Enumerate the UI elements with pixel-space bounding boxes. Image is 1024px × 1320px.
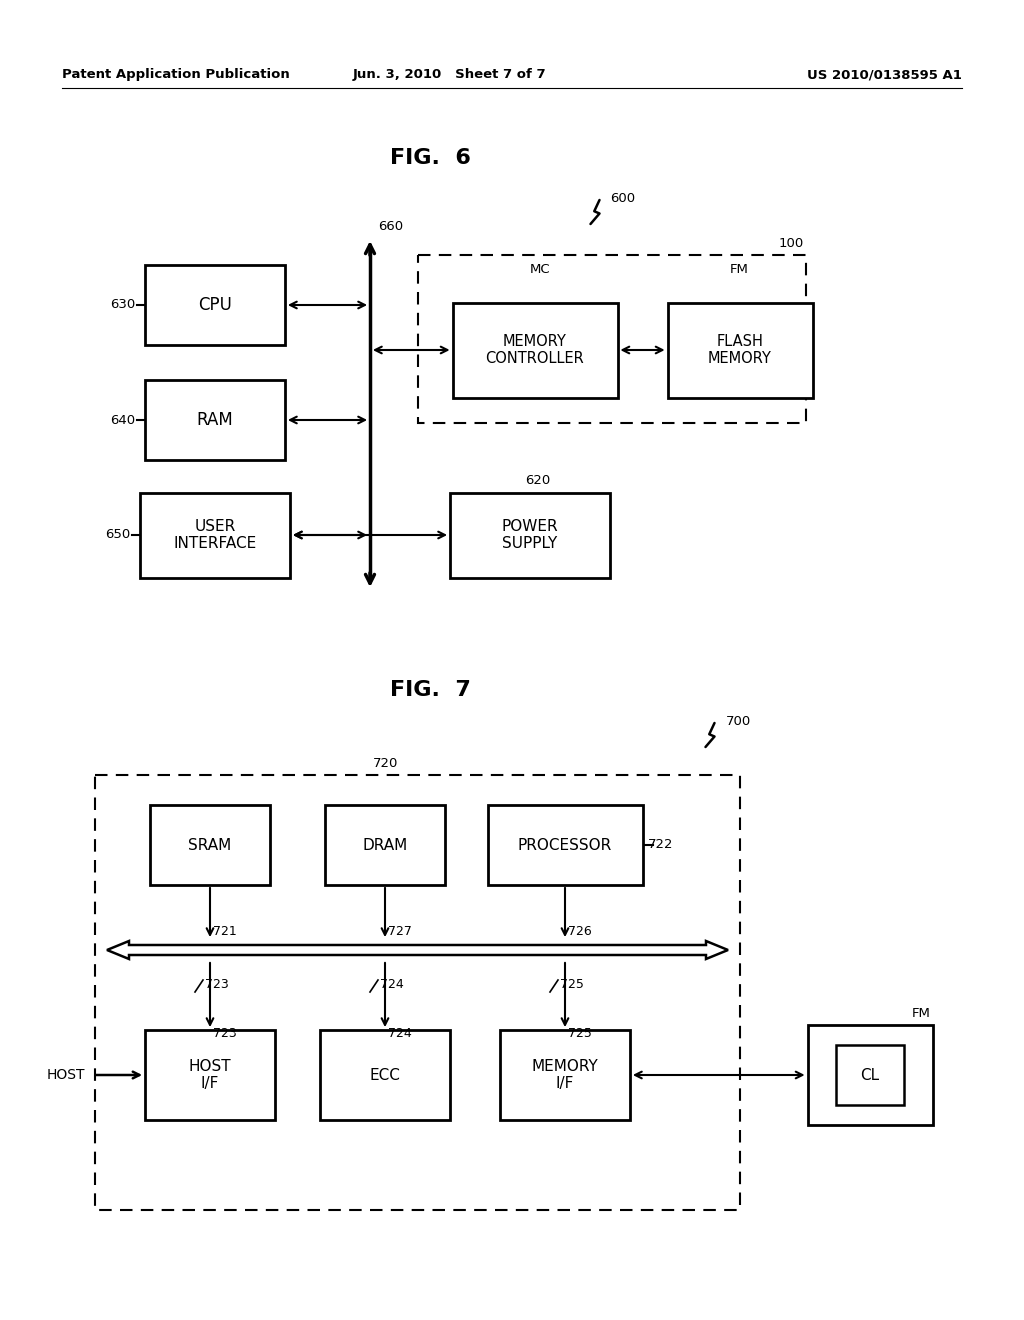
Bar	[836, 1045, 904, 1105]
Bar	[145, 1030, 275, 1119]
Text: 660: 660	[378, 220, 403, 234]
Text: 630: 630	[110, 298, 135, 312]
Bar	[450, 492, 610, 578]
Text: CPU: CPU	[198, 296, 232, 314]
Text: 650: 650	[104, 528, 130, 541]
Text: Patent Application Publication: Patent Application Publication	[62, 69, 290, 81]
Polygon shape	[106, 941, 728, 960]
Text: RAM: RAM	[197, 411, 233, 429]
Text: Jun. 3, 2010   Sheet 7 of 7: Jun. 3, 2010 Sheet 7 of 7	[353, 69, 547, 81]
Text: 722: 722	[647, 838, 673, 851]
Text: 721: 721	[213, 925, 237, 939]
Text: PROCESSOR: PROCESSOR	[518, 837, 612, 853]
Bar	[500, 1030, 630, 1119]
Text: POWER
SUPPLY: POWER SUPPLY	[502, 519, 558, 552]
Text: 726: 726	[568, 925, 592, 939]
Bar	[319, 1030, 450, 1119]
Text: 727: 727	[388, 925, 412, 939]
Bar	[487, 805, 642, 884]
Text: FLASH
MEMORY: FLASH MEMORY	[708, 334, 772, 366]
Bar	[808, 1026, 933, 1125]
Text: FIG.  6: FIG. 6	[389, 148, 470, 168]
Text: CL: CL	[860, 1068, 880, 1082]
Text: 600: 600	[610, 191, 635, 205]
Text: 724: 724	[388, 1027, 412, 1040]
Text: 700: 700	[726, 715, 752, 729]
Text: 725: 725	[568, 1027, 592, 1040]
Bar	[145, 265, 285, 345]
Text: SRAM: SRAM	[188, 837, 231, 853]
Text: FM: FM	[911, 1007, 931, 1020]
Bar	[668, 302, 812, 397]
Text: HOST: HOST	[46, 1068, 85, 1082]
Text: 723: 723	[213, 1027, 237, 1040]
Text: 100: 100	[778, 238, 804, 249]
Bar	[145, 380, 285, 459]
Text: 724: 724	[380, 978, 403, 991]
Bar	[418, 255, 806, 422]
Bar	[453, 302, 617, 397]
Text: US 2010/0138595 A1: US 2010/0138595 A1	[807, 69, 962, 81]
Bar	[325, 805, 445, 884]
Text: DRAM: DRAM	[362, 837, 408, 853]
Bar	[140, 492, 290, 578]
Text: FIG.  7: FIG. 7	[389, 680, 470, 700]
Text: FM: FM	[730, 263, 749, 276]
Bar	[95, 775, 740, 1210]
Text: 720: 720	[373, 756, 398, 770]
Text: MEMORY
I/F: MEMORY I/F	[531, 1059, 598, 1092]
Text: HOST
I/F: HOST I/F	[188, 1059, 231, 1092]
Text: 725: 725	[560, 978, 584, 991]
Text: MC: MC	[530, 263, 551, 276]
Text: ECC: ECC	[370, 1068, 400, 1082]
Bar	[150, 805, 270, 884]
Text: 723: 723	[205, 978, 228, 991]
Text: USER
INTERFACE: USER INTERFACE	[173, 519, 257, 552]
Text: 620: 620	[525, 474, 550, 487]
Text: MEMORY
CONTROLLER: MEMORY CONTROLLER	[485, 334, 585, 366]
Text: 640: 640	[110, 413, 135, 426]
